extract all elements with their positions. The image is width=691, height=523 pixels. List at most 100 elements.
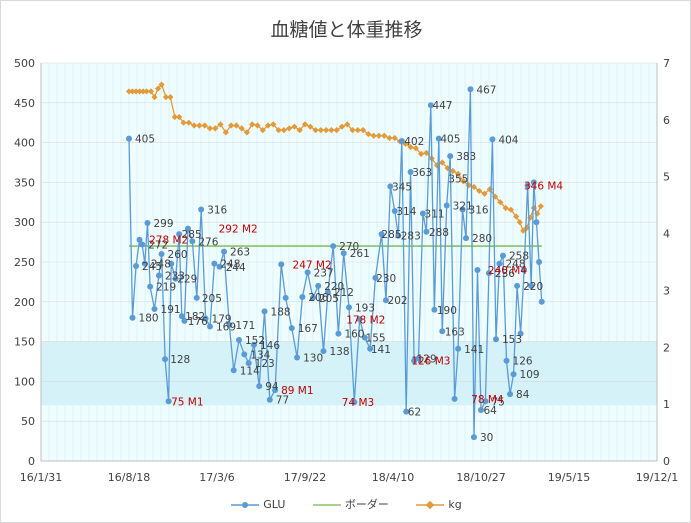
glu-data-label: 280 [472, 233, 492, 245]
glu-point [165, 398, 172, 405]
glu-point [507, 391, 514, 398]
kg-point [158, 81, 165, 88]
glu-point [455, 345, 462, 352]
glu-point [136, 236, 143, 243]
glu-point [431, 306, 438, 313]
glu-point [202, 315, 209, 322]
glu-point [139, 241, 146, 248]
glu-data-label: 94 [265, 381, 279, 393]
glu-point [335, 330, 342, 337]
kg-point [222, 129, 229, 136]
glu-point [189, 238, 196, 245]
glu-point [250, 341, 257, 348]
glu-point [474, 266, 481, 273]
glu-point [367, 345, 374, 352]
glu-data-label: 321 [453, 200, 473, 212]
glu-point [395, 232, 402, 239]
glu-point [459, 206, 466, 213]
glu-point [538, 298, 545, 305]
glu-point [172, 275, 179, 282]
legend-border-line-icon [312, 504, 341, 506]
glu-point [378, 231, 385, 238]
glu-point [181, 317, 188, 324]
glu-data-label: 285 [182, 229, 202, 241]
glu-data-label: 237 [314, 267, 334, 279]
glu-data-label: 152 [245, 335, 265, 347]
glu-data-label: 62 [408, 407, 421, 419]
glu-point [151, 305, 158, 312]
glu-data-label: 130 [303, 353, 323, 365]
glu-point [147, 283, 154, 290]
kg-point [151, 94, 158, 101]
x-tick-label: 19/12/1 [636, 471, 678, 484]
glu-data-label: 220 [324, 281, 344, 293]
glu-data-label: 205 [202, 293, 222, 305]
glu-data-label: 109 [520, 369, 540, 381]
glu-point [236, 337, 242, 344]
glu-point [158, 251, 165, 258]
glu-data-label: 299 [153, 218, 173, 230]
y-right-tick-label: 5 [663, 171, 670, 184]
glu-point [126, 135, 132, 142]
glu-data-label: 261 [350, 248, 370, 260]
y-right-tick-label: 2 [663, 341, 670, 354]
glu-data-label: 220 [523, 281, 543, 293]
glu-data-label: 167 [298, 323, 318, 335]
y-left-tick-label: 400 [14, 137, 35, 150]
glu-point [403, 408, 410, 415]
kg-point [154, 85, 162, 92]
glu-data-label: 402 [404, 136, 424, 148]
legend-item-border: ボーダー [312, 496, 389, 512]
glu-data-label: 134 [250, 349, 270, 361]
glu-point [129, 314, 136, 321]
glu-point [463, 235, 470, 242]
glu-data-label: 248 [505, 259, 525, 271]
glu-annotation-label: 240 M4 [488, 265, 527, 277]
glu-data-label: 146 [260, 340, 280, 352]
kg-point [418, 150, 425, 158]
glu-data-label: 270 [339, 241, 359, 253]
glu-point [467, 86, 474, 93]
glu-data-label: 141 [464, 344, 484, 356]
glu-data-label: 316 [207, 204, 227, 216]
glu-data-label: 236 [495, 268, 515, 280]
glu-data-label: 205 [319, 293, 339, 305]
glu-annotation-label: 78 M4 [471, 394, 504, 406]
y-right-tick-label: 3 [663, 284, 670, 297]
glu-data-label: 193 [355, 302, 375, 314]
glu-data-label: 405 [440, 134, 460, 146]
glu-data-label: 128 [170, 354, 190, 366]
glu-annotation-label: 178 M2 [346, 314, 385, 326]
kg-point [412, 145, 419, 152]
glu-point [489, 136, 496, 143]
legend-label-glu: GLU [263, 497, 286, 511]
glu-data-label: 467 [476, 84, 496, 96]
glu-annotation-label: 74 M3 [342, 397, 374, 409]
legend-label-kg: kg [448, 497, 462, 511]
kg-point [180, 119, 187, 126]
y-right-tick-label: 7 [663, 57, 670, 70]
glu-annotation-label: 292 M2 [219, 224, 258, 236]
glu-data-label: 155 [366, 333, 386, 345]
glu-data-label: 355 [448, 173, 468, 185]
glu-point [528, 282, 535, 289]
kg-point [243, 129, 251, 136]
x-tick-label: 16/1/31 [20, 471, 62, 484]
glu-point [382, 297, 389, 304]
kg-point [217, 121, 224, 128]
glu-point [261, 308, 268, 315]
kg-point [470, 183, 478, 191]
glu-point [198, 206, 205, 213]
x-tick-label: 16/8/18 [108, 471, 150, 484]
glu-annotation-label: 89 M1 [281, 385, 313, 397]
glu-data-label: 314 [396, 206, 416, 218]
glu-point [330, 243, 337, 250]
glu-data-label: 363 [412, 167, 432, 179]
glu-data-label: 206 [308, 292, 328, 304]
glu-point [419, 210, 426, 217]
glu-data-label: 276 [198, 236, 218, 248]
glu-point [470, 434, 477, 441]
kg-point [238, 125, 245, 132]
y-left-tick-label: 200 [14, 296, 35, 309]
y-left-tick-label: 300 [14, 216, 35, 229]
